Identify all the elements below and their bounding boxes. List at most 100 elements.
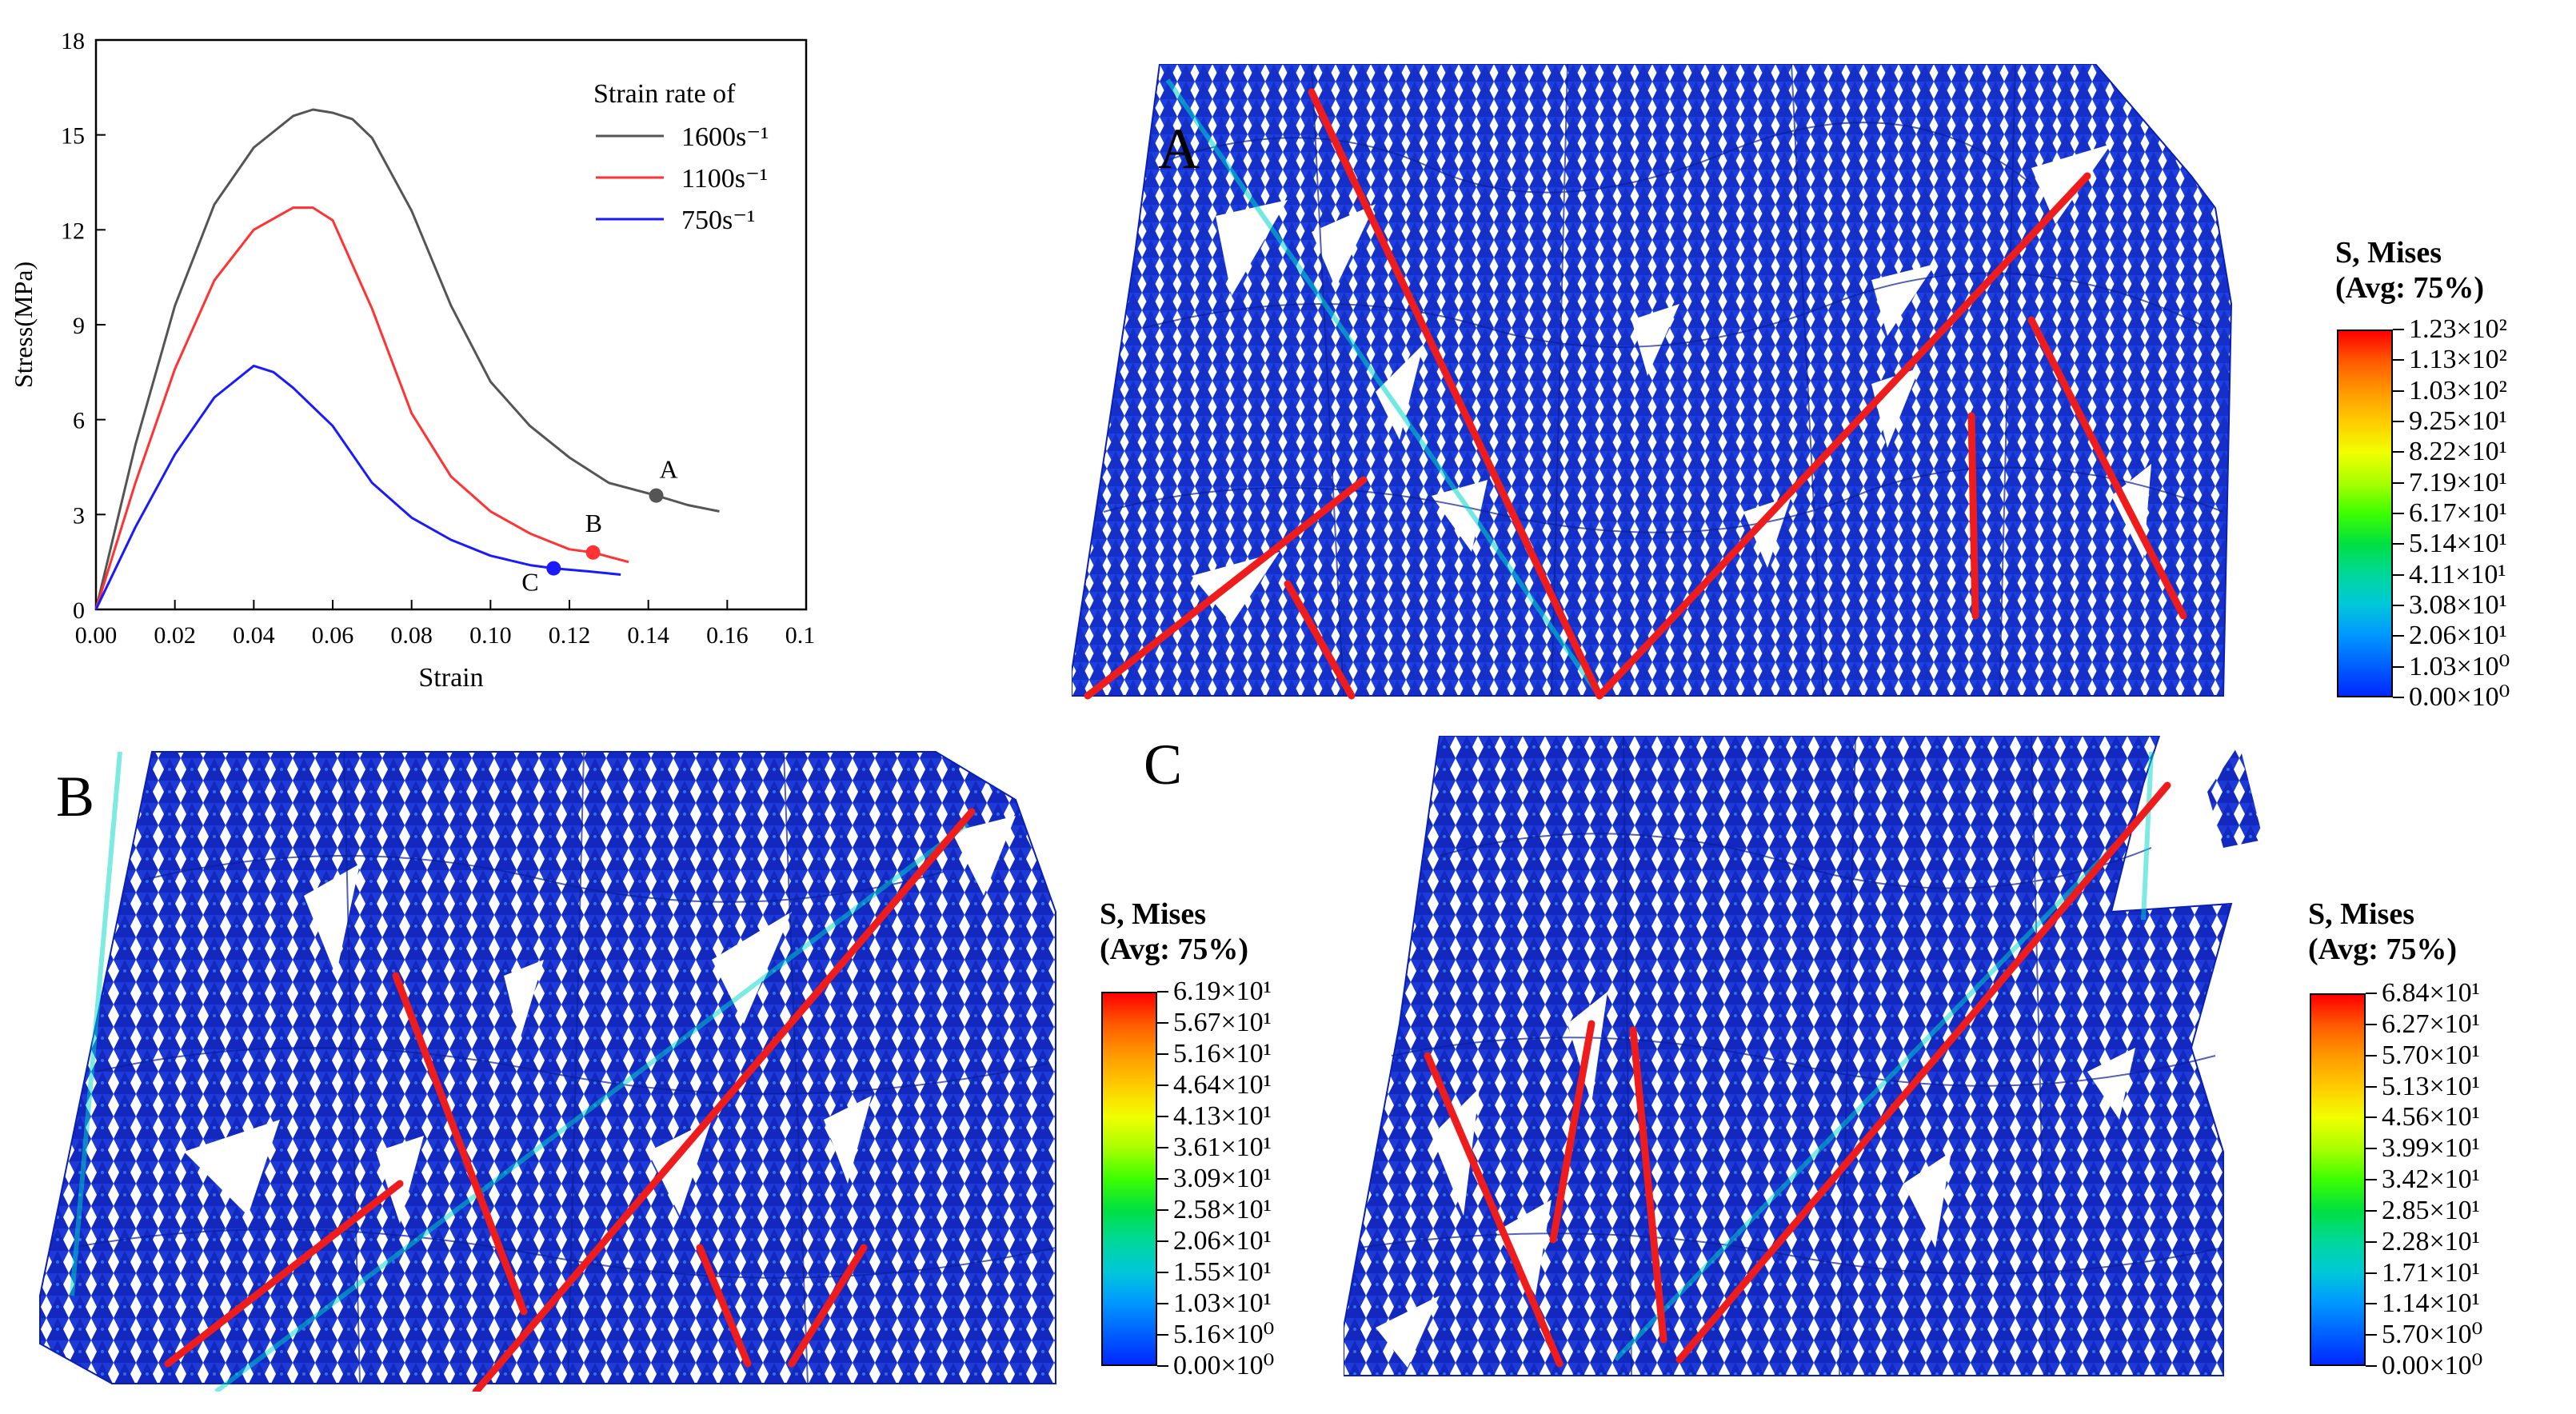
point-marker-c [546,561,561,576]
series-line-0 [94,108,720,610]
point-label-b: B [585,509,602,537]
colorbar-tick-label: 2.06×10¹ [2409,621,2507,651]
colorbar-tick-mark [2366,1023,2377,1025]
colorbar-tick-label: 1.03×10² [2409,375,2507,405]
point-marker-b [585,545,601,560]
colorbar-tick-mark [2393,697,2404,698]
crack-lines [1424,781,2171,1368]
colorbar-tick-mark [2393,635,2404,637]
colorbar-tick-label: 0.00×10⁰ [1173,1351,1275,1380]
point-marker-a [649,488,664,503]
colorbar-tick-label: 5.70×10¹ [2382,1040,2480,1070]
colorbar-tick-mark [2366,993,2377,994]
y-axis-label: Stress(MPa) [9,262,38,388]
colorbar-tick-label: 3.09×10¹ [1173,1164,1272,1193]
colorbar-tick-mark [2393,421,2404,422]
colorbar-tick-label: 2.85×10¹ [2382,1195,2480,1225]
colorbar-tick-label: 1.13×10² [2409,345,2507,375]
colorbar-tick-mark [2393,481,2404,484]
colorbar-tick-mark [1157,1022,1168,1024]
y-tick-label: 3 [73,502,85,529]
shear-bands [70,751,969,1392]
series-line-2 [94,364,621,610]
colorbar-tick-mark [1157,1084,1168,1086]
colorbar-tick-mark [1157,1303,1168,1304]
colorbar-tick-mark [2366,1148,2377,1150]
crack-lines [164,808,976,1392]
colorbar-tick-label: 3.42×10¹ [2382,1164,2480,1194]
colorbar-tick-label: 1.71×10¹ [2382,1257,2480,1288]
y-tick-label: 15 [61,123,85,150]
colorbar-tick-mark [1157,1240,1168,1242]
point-label-c: C [521,568,538,597]
colorbar-tick-mark [1157,1053,1168,1055]
x-tick-label: 0.16 [706,622,749,649]
panel-letter-b: B [56,765,95,829]
colorbar-b-title-line1: S, Mises [1100,897,1206,931]
colorbar-tick-label: 5.14×10¹ [2409,529,2507,559]
legend-title: Strain rate of [593,79,736,109]
colorbar-tick-mark [2393,573,2404,576]
y-tick-label: 18 [61,28,85,54]
colorbar-tick-label: 3.99×10¹ [2382,1133,2480,1164]
colorbar-tick-mark [2393,665,2404,668]
colorbar-tick-mark [1157,1209,1168,1211]
shear-bands [1613,751,2154,1362]
colorbar-c-title-line1: S, Mises [2308,897,2414,931]
colorbar-tick-label: 8.22×10¹ [2409,437,2507,467]
colorbar-tick-mark [2366,1334,2377,1336]
colorbar-tick-label: 6.17×10¹ [2409,498,2507,528]
colorbar-tick-mark [2393,543,2404,545]
colorbar-tick-mark [1157,1365,1168,1367]
colorbar-a-scale [2337,330,2393,697]
colorbar-c-title: S, Mises (Avg: 75%) [2308,897,2457,967]
colorbar-tick-mark [2366,1240,2377,1243]
colorbar-b-scale [1101,992,1157,1366]
colorbar-tick-label: 6.27×10¹ [2382,1009,2480,1039]
colorbar-tick-label: 1.14×10¹ [2382,1288,2480,1319]
colorbar-tick-label: 0.00×10⁰ [2382,1351,2483,1380]
fem-mesh-panel-b [39,751,1056,1392]
colorbar-tick-label: 6.19×10¹ [1173,977,1272,1006]
grain-boundaries [1103,64,2224,697]
point-label-a: A [660,455,678,484]
colorbar-tick-label: 5.13×10¹ [2382,1071,2480,1101]
x-tick-label: 0.14 [627,622,669,649]
colorbar-tick-label: 1.23×10² [2409,314,2507,344]
colorbar-tick-label: 3.61×10¹ [1173,1132,1272,1162]
colorbar-tick-label: 0.00×10⁰ [2409,682,2510,712]
x-tick-label: 0.06 [312,622,354,649]
y-tick-label: 12 [61,218,85,244]
mesh-body [1344,736,2233,1376]
colorbar-tick-mark [2366,1365,2377,1367]
fem-mesh-panel-c [1344,736,2263,1376]
mesh-body [39,751,1056,1384]
detached-fragment [2207,744,2263,848]
y-tick-label: 9 [73,313,85,339]
x-tick-label: 0.10 [469,622,512,649]
colorbar-tick-mark [2393,329,2404,330]
legend-label-750: 750s⁻¹ [681,206,755,235]
colorbar-tick-label: 4.13×10¹ [1173,1101,1272,1131]
colorbar-a-title: S, Mises (Avg: 75%) [2335,236,2484,306]
colorbar-tick-mark [2366,1116,2377,1119]
colorbar-tick-mark [2366,1179,2377,1180]
x-tick-label: 0.12 [549,622,591,649]
series-line-1 [94,206,629,610]
grain-boundaries [71,751,1056,1384]
colorbar-c-title-line2: (Avg: 75%) [2308,932,2458,966]
colorbar-tick-label: 4.11×10¹ [2409,559,2506,589]
y-axis-ticks: 0 3 6 9 12 15 18 [61,28,106,624]
colorbar-tick-mark [2393,605,2404,606]
colorbar-tick-mark [1157,1178,1168,1180]
colorbar-tick-mark [2366,1054,2377,1057]
fem-mesh-panel-a [1072,64,2233,700]
colorbar-tick-label: 5.16×10⁰ [1173,1320,1275,1349]
crack-lines [1084,88,2187,700]
colorbar-tick-label: 3.08×10¹ [2409,590,2507,620]
colorbar-tick-mark [1157,1272,1168,1273]
colorbar-tick-label: 2.58×10¹ [1173,1195,1272,1224]
colorbar-tick-label: 2.28×10¹ [2382,1226,2480,1256]
colorbar-tick-mark [1157,1147,1168,1148]
